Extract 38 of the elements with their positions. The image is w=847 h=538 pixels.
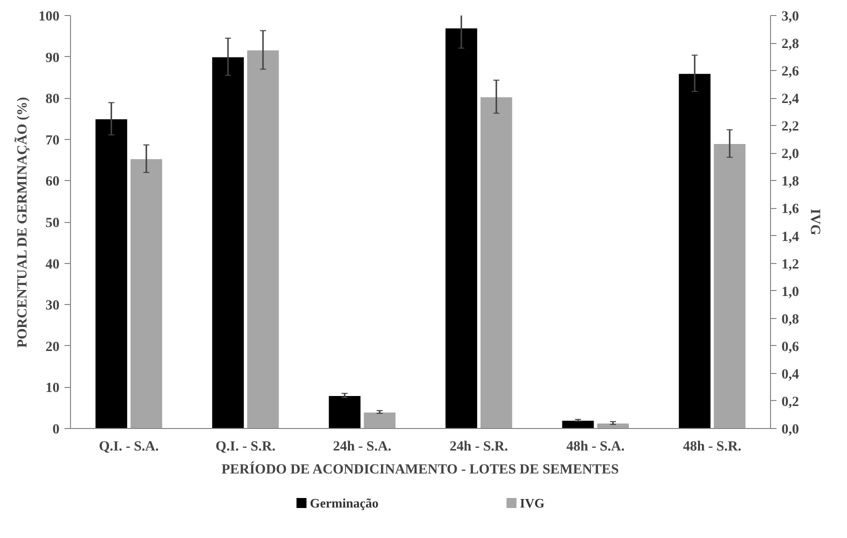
y-axis-title: PORCENTUAL DE GERMINAÇÃO (%) [14,96,30,348]
x-tick-label: Q.I. - S.R. [216,440,276,454]
y-tick-label: 10 [46,381,60,396]
y2-tick-label: 0,4 [782,367,799,382]
y-tick-label: 0 [52,422,60,438]
y-tick-label: 40 [46,257,60,272]
x-tick-label: Q.I. - S.A. [98,440,159,454]
legend-label: IVG [520,496,544,510]
y2-tick-label: 1,2 [782,257,799,272]
x-tick-label: 48h - S.A. [566,440,625,454]
y-tick-label: 30 [46,298,60,314]
y2-tick-label: 2,4 [782,92,799,108]
x-axis-title: PERÍODO DE ACONDICINAMENTO - LOTES DE SEMENTES [221,460,619,478]
y2-tick-label: 3,0 [782,10,799,24]
y2-tick-label: 0,0 [782,422,799,438]
y2-axis-title: IVG [807,208,822,236]
y2-tick-label: 2,8 [782,37,799,52]
y2-tick-label: 1,8 [782,174,799,190]
x-tick-label: 24h - S.R. [450,440,508,454]
y2-tick-label: 0,2 [782,394,799,410]
y2-tick-label: 1,0 [782,284,799,300]
x-tick-label: 48h - S.R. [682,440,742,454]
y-tick-label: 60 [46,174,60,190]
y-tick-label: 70 [46,133,60,148]
y2-tick-label: 0,8 [782,312,799,328]
y2-tick-label: 2,2 [782,120,799,135]
y2-tick-label: 2,6 [782,64,799,80]
y2-tick-label: 1,4 [782,230,799,245]
y2-tick-label: 0,6 [782,340,799,355]
y-tick-label: 20 [46,340,60,355]
y2-tick-label: 1,6 [782,202,799,218]
y-tick-label: 50 [46,216,60,231]
y-tick-label: 90 [46,50,60,66]
y-tick-label: 100 [38,10,60,24]
y2-tick-label: 2,0 [782,147,799,162]
x-tick-label: 24h - S.A. [332,440,392,454]
legend-label: Germinação [310,496,378,510]
y-tick-label: 80 [46,92,60,108]
